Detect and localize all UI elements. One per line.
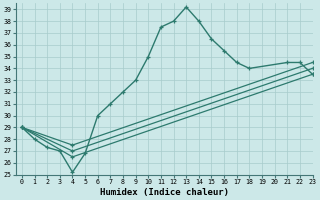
X-axis label: Humidex (Indice chaleur): Humidex (Indice chaleur) xyxy=(100,188,228,197)
